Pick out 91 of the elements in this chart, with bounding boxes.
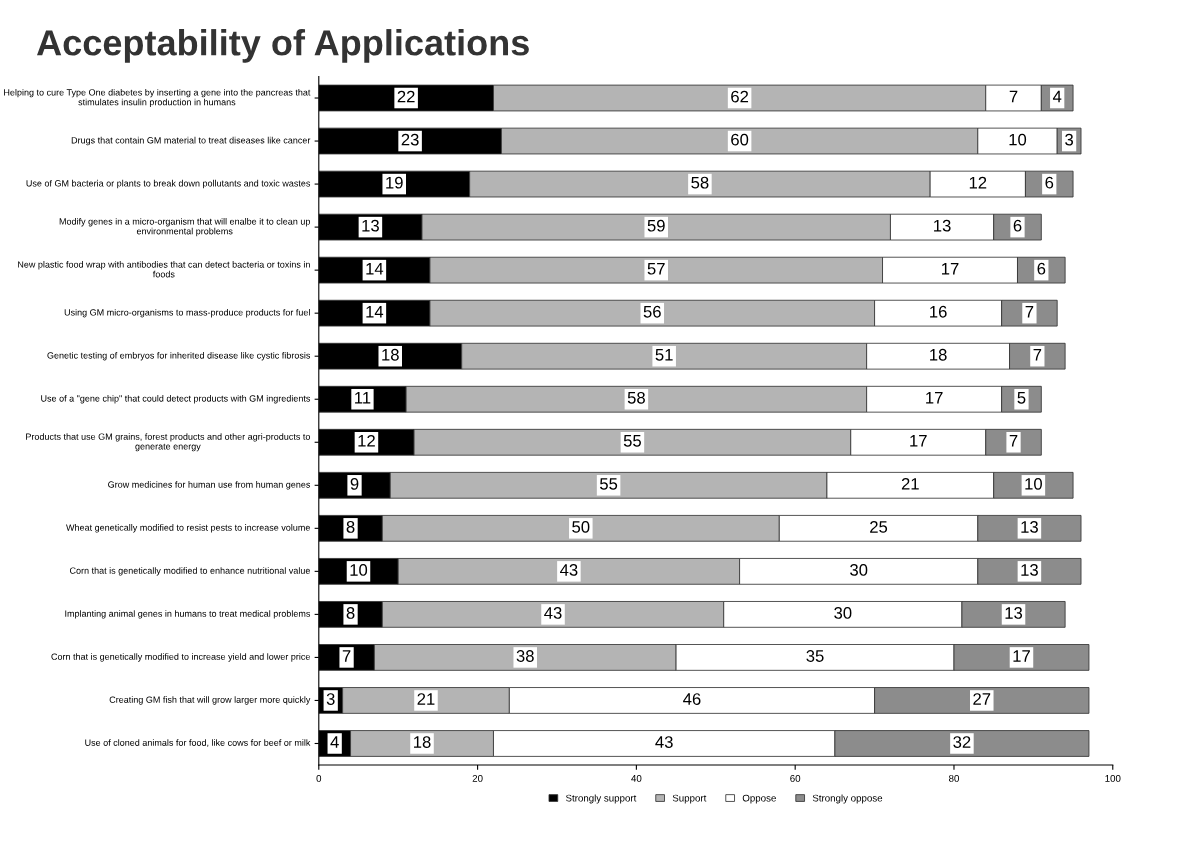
x-tick-label: 0 bbox=[316, 774, 322, 782]
data-label: 7 bbox=[1033, 349, 1042, 361]
data-label: 16 bbox=[930, 305, 947, 318]
x-tick-label: 80 bbox=[948, 774, 960, 782]
data-label: 9 bbox=[350, 477, 359, 490]
data-label: 21 bbox=[901, 477, 919, 490]
legend-label: Oppose bbox=[742, 794, 776, 804]
data-label: 17 bbox=[1013, 650, 1030, 662]
data-label: 38 bbox=[516, 650, 534, 662]
y-tick-label: Use of a "gene chip" that could detect products with GM ingredients bbox=[41, 395, 311, 404]
data-label: 13 bbox=[362, 219, 379, 232]
x-tick-label: 100 bbox=[1105, 774, 1121, 782]
data-label: 13 bbox=[1021, 564, 1038, 576]
data-label: 11 bbox=[355, 392, 371, 404]
data-label: 46 bbox=[683, 693, 701, 705]
data-label: 7 bbox=[1009, 435, 1018, 447]
legend-label: Support bbox=[672, 794, 707, 804]
data-label: 55 bbox=[600, 478, 618, 490]
data-label: 30 bbox=[834, 607, 852, 619]
y-tick-label: Use of GM bacteria or plants to break down pollutants and toxic wastes bbox=[26, 179, 311, 189]
data-label: 59 bbox=[647, 219, 665, 232]
legend-label: Strongly oppose bbox=[812, 794, 883, 804]
y-tick-label: Using GM micro-organisms to mass-produce products for fuel bbox=[64, 308, 310, 318]
x-tick-label: 60 bbox=[790, 774, 801, 782]
y-tick-label: Drugs that contain GM material to treat diseases like cancer bbox=[71, 136, 311, 146]
data-label: 51 bbox=[655, 349, 673, 361]
data-label: 58 bbox=[627, 391, 645, 404]
data-label: 13 bbox=[934, 219, 951, 232]
data-label: 12 bbox=[969, 176, 987, 189]
data-label: 7 bbox=[342, 650, 351, 662]
y-tick-label: Corn that is genetically modified to enhance nutritional value bbox=[69, 567, 310, 576]
data-label: 57 bbox=[647, 262, 665, 275]
data-label: 35 bbox=[806, 650, 824, 662]
data-label: 22 bbox=[397, 90, 415, 103]
data-label: 18 bbox=[382, 348, 399, 361]
data-label: 23 bbox=[401, 133, 419, 146]
data-label: 10 bbox=[1009, 133, 1027, 146]
data-label: 62 bbox=[731, 90, 749, 103]
y-tick-label: Wheat genetically modified to resist pests to increase volume bbox=[66, 524, 310, 533]
x-tick-label: 20 bbox=[472, 774, 483, 782]
y-tick-label: Implanting animal genes in humans to treat medical problems bbox=[65, 610, 311, 619]
data-label: 10 bbox=[1025, 477, 1042, 490]
data-label: 17 bbox=[942, 262, 959, 275]
data-label: 43 bbox=[655, 736, 673, 748]
data-label: 17 bbox=[910, 435, 927, 447]
data-label: 18 bbox=[930, 348, 947, 361]
data-label: 6 bbox=[1037, 262, 1046, 275]
data-label: 14 bbox=[366, 262, 384, 275]
chart-title: Acceptability of Applications bbox=[36, 29, 529, 63]
data-label: 13 bbox=[1005, 607, 1023, 619]
data-label: 3 bbox=[326, 693, 335, 705]
data-label: 25 bbox=[870, 521, 888, 533]
data-label: 21 bbox=[417, 693, 435, 705]
data-label: 10 bbox=[350, 564, 368, 576]
data-label: 60 bbox=[731, 133, 749, 146]
y-tick-label: Use of cloned animals for food, like cows for beef or milk bbox=[85, 739, 311, 747]
data-label: 4 bbox=[330, 736, 339, 748]
data-label: 4 bbox=[1052, 90, 1062, 103]
data-label: 6 bbox=[1013, 219, 1022, 232]
data-label: 43 bbox=[560, 564, 578, 576]
data-label: 50 bbox=[572, 521, 590, 533]
data-label: 17 bbox=[926, 392, 943, 404]
data-label: 7 bbox=[1025, 306, 1034, 318]
data-label: 6 bbox=[1045, 176, 1054, 189]
data-label: 55 bbox=[623, 435, 641, 447]
data-label: 3 bbox=[1065, 133, 1074, 146]
legend-label: Strongly support bbox=[565, 794, 637, 804]
data-label: 19 bbox=[386, 176, 403, 189]
data-label: 7 bbox=[1009, 90, 1018, 103]
y-tick-label: Modify genes in a micro-organism that will enalbe it to clean up environmental problems bbox=[59, 218, 311, 237]
data-label: 32 bbox=[953, 736, 971, 748]
data-label: 13 bbox=[1021, 521, 1038, 533]
data-label: 18 bbox=[414, 736, 431, 748]
y-tick-label: Helping to cure Type One diabetes by inserting a gene into the pancreas that stimulates insulin production in humans bbox=[4, 88, 311, 108]
data-label: 27 bbox=[973, 693, 991, 705]
x-tick-label: 40 bbox=[631, 774, 642, 782]
data-label: 14 bbox=[366, 306, 384, 318]
y-tick-label: Grow medicines for human use from human genes bbox=[108, 481, 311, 490]
y-tick-label: Corn that is genetically modified to increase yield and lower price bbox=[51, 653, 310, 662]
y-tick-label: Genetic testing of embryos for inherited disease like cystic fibrosis bbox=[47, 352, 311, 361]
data-label: 56 bbox=[643, 305, 661, 318]
data-label: 43 bbox=[544, 607, 562, 619]
data-label: 30 bbox=[850, 564, 868, 576]
y-tick-label: New plastic food wrap with antibodies that can detect bacteria or toxins in foods bbox=[18, 261, 310, 278]
data-label: 5 bbox=[1017, 392, 1026, 404]
data-label: 12 bbox=[358, 434, 375, 447]
data-label: 58 bbox=[691, 176, 709, 189]
y-tick-label: Creating GM fish that will grow larger more quickly bbox=[109, 696, 311, 705]
data-label: 8 bbox=[346, 607, 355, 619]
data-label: 8 bbox=[346, 521, 355, 533]
y-tick-label: Products that use GM grains, forest products and other agri-products to generate energy bbox=[26, 433, 311, 452]
